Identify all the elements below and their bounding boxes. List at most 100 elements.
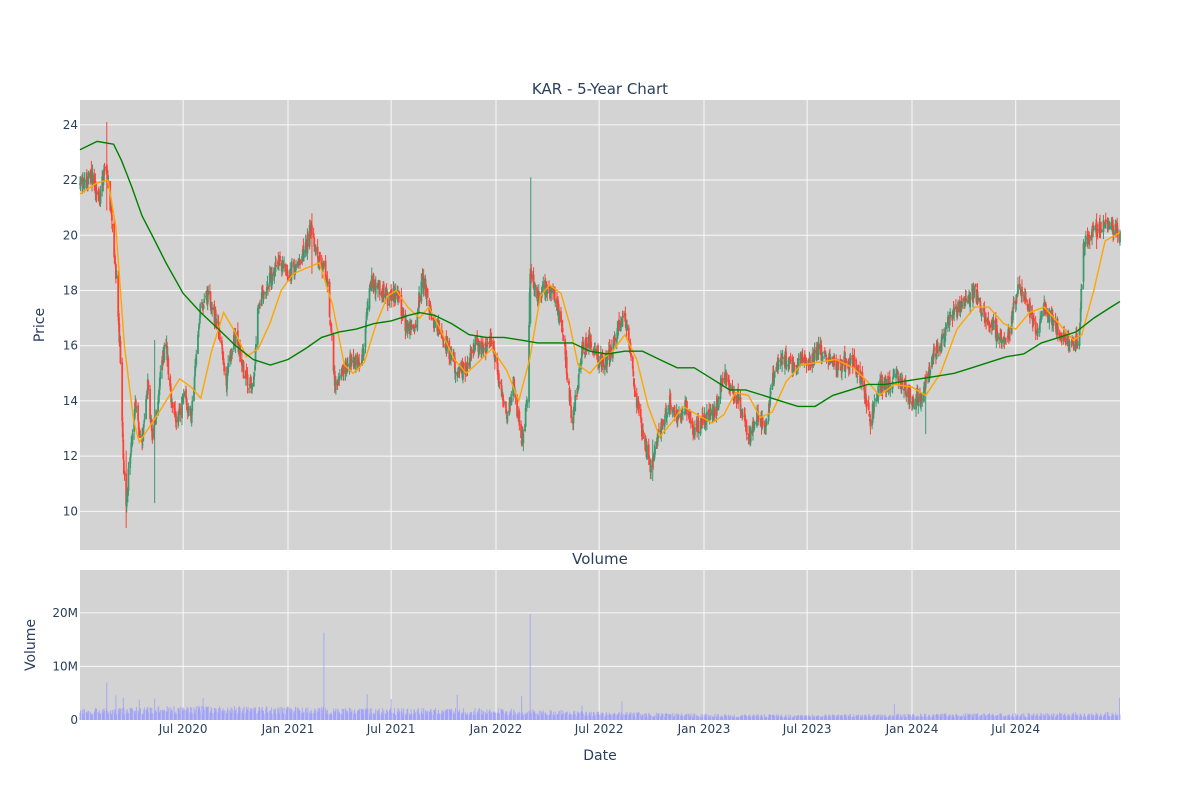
candle-body [932, 349, 935, 360]
candle-body [350, 360, 353, 363]
candle-body [466, 371, 468, 372]
volume-bar [114, 712, 116, 720]
volume-bar [724, 714, 726, 720]
candle [242, 359, 245, 379]
candle-body [485, 351, 488, 353]
candle [191, 395, 194, 416]
volume-bar [362, 709, 364, 720]
candle-body [1084, 237, 1087, 240]
candle [577, 372, 580, 391]
candle [757, 417, 760, 426]
candle-body [663, 419, 666, 427]
volume-bar [830, 716, 832, 720]
candle [804, 354, 807, 364]
volume-bar [433, 709, 435, 720]
candle-body [1083, 244, 1086, 255]
candle [135, 406, 138, 413]
candle [550, 286, 553, 302]
price-y-tick: 16 [63, 339, 78, 353]
price-y-axis-title: Price [32, 308, 48, 342]
candle [197, 327, 200, 339]
candle-body [767, 414, 770, 418]
candle-body [549, 291, 552, 295]
candle-body [581, 345, 583, 357]
volume-bar [365, 709, 367, 720]
volume-bar [780, 715, 782, 720]
volume-bar [598, 711, 600, 720]
candle-body [275, 264, 277, 267]
candle-body [117, 313, 120, 325]
volume-bar [277, 708, 279, 720]
volume-bar [381, 714, 383, 720]
candle-body [749, 427, 752, 442]
candle [113, 249, 116, 265]
candle [562, 334, 565, 342]
volume-bar [560, 709, 562, 720]
candle-body [251, 383, 253, 390]
volume-bar [243, 714, 245, 720]
volume-bar [652, 716, 654, 720]
candle [1009, 325, 1011, 342]
candle-body [261, 289, 264, 291]
candle [837, 358, 839, 378]
candle [308, 219, 311, 250]
volume-bar [622, 715, 624, 720]
candle [262, 285, 264, 298]
volume-bar [194, 709, 196, 720]
volume-bar [514, 713, 516, 720]
candle-body [799, 357, 802, 359]
candle [573, 402, 575, 411]
candle [123, 470, 126, 481]
candle [666, 405, 668, 426]
candle [520, 420, 522, 439]
candle-body [326, 281, 329, 284]
volume-bar [122, 713, 124, 720]
volume-bar [86, 712, 88, 720]
volume-bar [470, 712, 472, 720]
candle-body [656, 441, 659, 446]
candle-body [362, 348, 365, 357]
volume-bar [712, 716, 714, 720]
volume-bar [588, 714, 590, 720]
candle [373, 279, 376, 288]
candle [1026, 299, 1029, 312]
candle-body [95, 192, 98, 196]
volume-bar [828, 714, 830, 720]
volume-bar [833, 715, 835, 720]
candle-body [561, 322, 564, 327]
volume-bar [209, 713, 211, 720]
candle-body [852, 359, 855, 364]
volume-bar [350, 712, 352, 720]
candle-body [502, 399, 505, 407]
volume-bar [696, 715, 698, 720]
volume-bar [660, 715, 662, 720]
candle-body [210, 305, 212, 309]
candle [372, 272, 375, 294]
candle-body [771, 383, 774, 390]
volume-bar [326, 710, 328, 720]
volume-bar [425, 712, 427, 720]
volume-bar [307, 707, 309, 720]
volume-bar [285, 708, 287, 720]
candle-body [536, 287, 538, 299]
candle-body [129, 457, 132, 469]
volume-bar [337, 708, 339, 720]
volume-bar [860, 715, 862, 720]
candle-body [123, 471, 126, 476]
volume-bar [459, 709, 461, 720]
candle-body [617, 325, 619, 332]
candle-body [432, 317, 435, 320]
candle-body [856, 376, 859, 377]
candle-body [422, 275, 425, 290]
volume-bar [702, 714, 704, 720]
volume-bar [226, 714, 228, 720]
candle-body [1017, 284, 1019, 294]
volume-bar [672, 717, 674, 720]
candle-body [99, 190, 102, 204]
candle-body [1055, 321, 1058, 333]
candle [859, 379, 862, 385]
volume-bar [99, 713, 101, 720]
candle [418, 293, 421, 307]
volume-bar [822, 715, 824, 720]
candle-body [418, 295, 421, 303]
